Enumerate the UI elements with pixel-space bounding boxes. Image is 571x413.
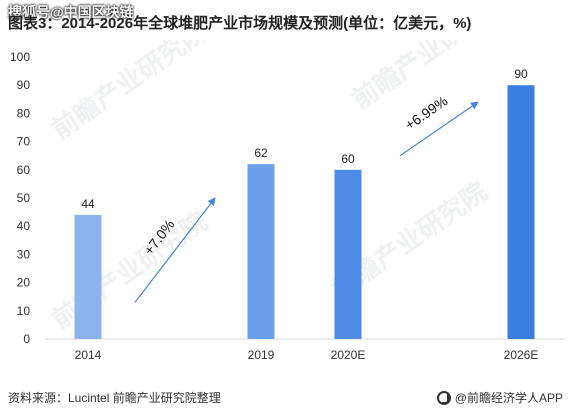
x-tick-label: 2020E [331, 348, 366, 362]
y-tick-label: 60 [17, 163, 31, 177]
source-note: 资料来源：Lucintel 前瞻产业研究院整理 [8, 391, 221, 405]
bars: 44 2014 62 2019 60 2020E 90 2026E [74, 67, 539, 362]
y-tick-label: 20 [17, 276, 31, 290]
y-tick-label: 0 [23, 332, 30, 346]
data-label: 60 [341, 152, 355, 166]
growth-arrow [399, 101, 479, 157]
footer: 资料来源：Lucintel 前瞻产业研究院整理 @前瞻经济学人APP [8, 389, 563, 405]
y-tick-label: 80 [17, 106, 31, 120]
growth-arrow [134, 197, 216, 303]
y-tick-label: 50 [17, 191, 31, 205]
growth-annotations: +7.0%+6.99% [134, 93, 479, 303]
bar [334, 169, 362, 339]
svg-text:前瞻产业研究院: 前瞻产业研究院 [46, 40, 213, 146]
background-watermarks: 前瞻产业研究院 前瞻产业研究院 前瞻产业研究院 前瞻产业研究院 [46, 40, 513, 336]
x-tick-label: 2019 [248, 348, 275, 362]
x-tick-label: 2026E [504, 348, 539, 362]
bar-chart: 前瞻产业研究院 前瞻产业研究院 前瞻产业研究院 前瞻产业研究院 0 10 20 30 4… [10, 40, 565, 362]
y-tick-label: 30 [17, 247, 31, 261]
qianzhan-logo-icon [436, 390, 451, 405]
growth-rate-label: +6.99% [402, 93, 451, 133]
brand-credit: @前瞻经济学人APP [436, 389, 563, 406]
y-tick-label: 70 [17, 135, 31, 149]
bar [507, 85, 535, 339]
data-label: 90 [514, 67, 528, 81]
bar [74, 214, 102, 339]
brand-label: @前瞻经济学人APP [454, 391, 563, 405]
data-label: 44 [81, 197, 95, 211]
y-tick-label: 40 [17, 219, 31, 233]
data-label: 62 [254, 146, 268, 160]
y-tick-label: 90 [17, 78, 31, 92]
y-tick-label: 10 [17, 304, 31, 318]
bar [247, 164, 275, 339]
chart-title: 图表3：2014-2026年全球堆肥产业市场规模及预测(单位：亿美元，%) [8, 15, 472, 32]
watermark-text: 搜狐号@中国区块链 [8, 4, 134, 20]
svg-text:前瞻产业研究院: 前瞻产业研究院 [46, 206, 213, 336]
y-axis: 0 10 20 30 40 50 60 70 80 90 100 [10, 50, 30, 346]
y-tick-label: 100 [10, 50, 30, 64]
x-tick-label: 2014 [75, 348, 102, 362]
